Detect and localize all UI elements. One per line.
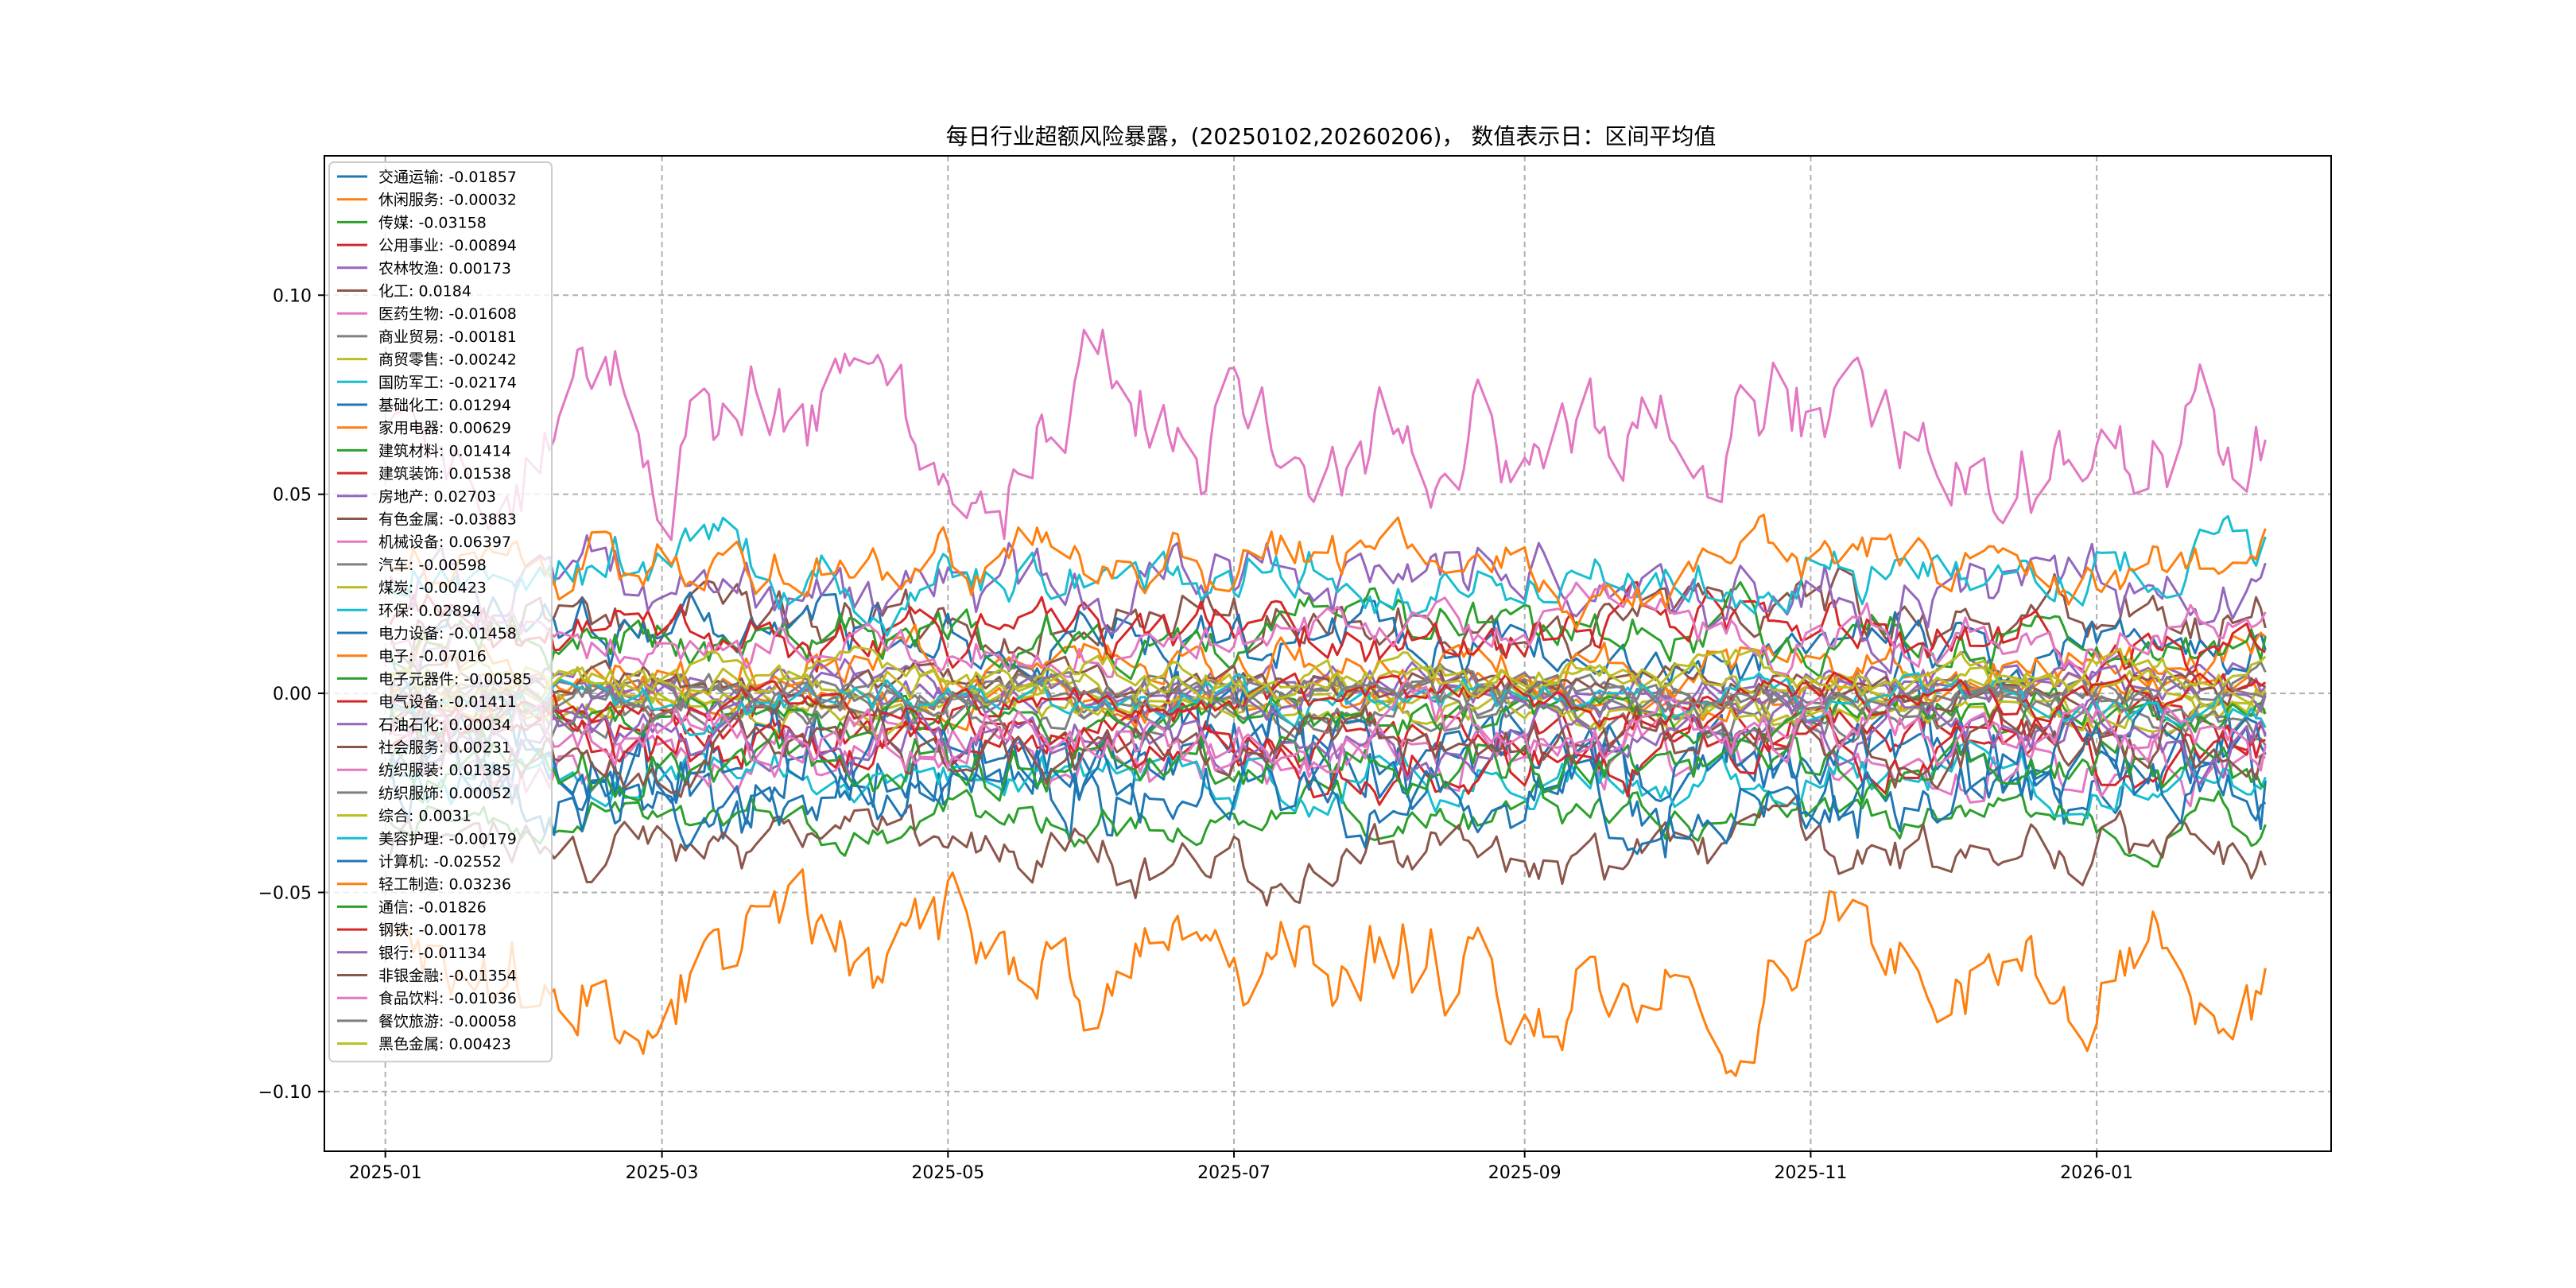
legend-label: 化工: 0.0184 <box>378 283 471 301</box>
legend-label: 医药生物: -0.01608 <box>378 305 517 323</box>
legend-label: 综合: 0.0031 <box>378 808 471 825</box>
legend-label: 国防军工: -0.02174 <box>378 374 517 391</box>
legend-label: 计算机: -0.02552 <box>378 853 502 871</box>
legend-label: 餐饮旅游: -0.00058 <box>378 1013 517 1030</box>
legend-label: 休闲服务: -0.00032 <box>378 192 517 209</box>
legend-label: 家用电器: 0.00629 <box>378 420 511 437</box>
series-line <box>389 868 2267 1077</box>
legend-label: 房地产: 0.02703 <box>378 488 496 506</box>
legend-label: 电子元器件: -0.00585 <box>378 670 532 688</box>
series-line <box>389 591 2267 689</box>
series-line <box>389 513 2267 630</box>
legend-label: 汽车: -0.00598 <box>378 557 487 574</box>
legend-label: 轻工制造: 0.03236 <box>378 876 511 894</box>
legend-label: 基础化工: 0.01294 <box>378 397 511 414</box>
series-line <box>389 671 2267 723</box>
plot-frame <box>324 155 2332 1152</box>
legend-label: 公用事业: -0.00894 <box>378 237 517 254</box>
x-tick-label: 2025-11 <box>1774 1163 1847 1183</box>
y-tick-label: 0.10 <box>273 286 312 306</box>
legend-label: 环保: 0.02894 <box>378 602 481 619</box>
x-tick-label: 2025-03 <box>626 1163 699 1183</box>
series-line <box>389 328 2267 541</box>
legend-label: 非银金融: -0.01354 <box>378 968 517 985</box>
legend-box <box>328 161 553 1063</box>
legend-label: 电力设备: -0.01458 <box>378 625 517 642</box>
legend-label: 食品饮料: -0.01036 <box>378 990 517 1007</box>
chart-title: 每日行业超额风险暴露，(20250102,20260206)， 数值表示日：区间… <box>946 123 1717 149</box>
legend-label: 石油石化: 0.00034 <box>378 716 511 734</box>
legend-label: 纺织服饰: 0.00052 <box>378 785 511 802</box>
legend-label: 钢铁: -0.00178 <box>378 921 487 939</box>
legend-label: 传媒: -0.03158 <box>378 214 487 231</box>
series-line <box>389 514 2267 637</box>
x-tick-label: 2025-01 <box>349 1163 422 1183</box>
series-line <box>389 704 2267 798</box>
legend-label: 机械设备: 0.06397 <box>378 533 511 551</box>
series-line <box>389 696 2267 786</box>
series-line <box>389 685 2267 745</box>
series-lines <box>389 328 2267 1077</box>
series-line <box>390 645 2267 704</box>
series-line <box>389 778 2267 868</box>
legend-label: 建筑装饰: 0.01538 <box>378 465 511 483</box>
legend-label: 社会服务: 0.00231 <box>378 739 511 757</box>
legend-label: 农林牧渔: 0.00173 <box>378 260 511 277</box>
legend-label: 电子: -0.07016 <box>378 648 487 665</box>
series-line <box>389 732 2267 855</box>
series-line <box>389 693 2266 806</box>
legend-label: 纺织服装: 0.01385 <box>378 762 511 779</box>
legend-label: 商业贸易: -0.00181 <box>378 328 517 346</box>
legend-label: 美容护理: -0.00179 <box>378 830 517 848</box>
x-tick-label: 2025-07 <box>1197 1163 1271 1183</box>
legend-label: 通信: -0.01826 <box>378 898 487 916</box>
y-tick-label: 0.05 <box>273 486 312 506</box>
x-tick-label: 2026-01 <box>2060 1163 2133 1183</box>
y-tick-label: 0.00 <box>273 685 312 704</box>
legend-label: 商贸零售: -0.00242 <box>378 351 517 369</box>
series-line <box>390 581 2267 678</box>
legend-label: 银行: -0.01134 <box>378 945 487 962</box>
series-line <box>389 679 2267 778</box>
legend-label: 电气设备: -0.01411 <box>378 693 517 711</box>
axis-ticks: 2025-01 2025-03 2025-05 2025-07 2025-09 2025-… <box>258 286 2134 1183</box>
legend-label: 有色金属: -0.03883 <box>378 511 517 529</box>
legend: 交通运输: -0.01857 休闲服务: -0.00032 传媒: -0.03158… <box>328 161 553 1063</box>
x-tick-label: 2025-05 <box>911 1163 984 1183</box>
series-line <box>389 657 2267 734</box>
series-line <box>390 650 2267 715</box>
series-line <box>389 581 2267 689</box>
legend-label: 黑色金属: 0.00423 <box>378 1036 511 1053</box>
x-tick-label: 2025-09 <box>1488 1163 1562 1183</box>
legend-label: 煤炭: -0.00423 <box>378 580 487 597</box>
y-tick-label: −0.05 <box>258 883 312 903</box>
y-tick-label: −0.10 <box>258 1083 312 1103</box>
legend-label: 交通运输: -0.01857 <box>378 169 517 186</box>
series-line <box>389 794 2267 907</box>
legend-label: 建筑材料: 0.01414 <box>378 442 511 460</box>
